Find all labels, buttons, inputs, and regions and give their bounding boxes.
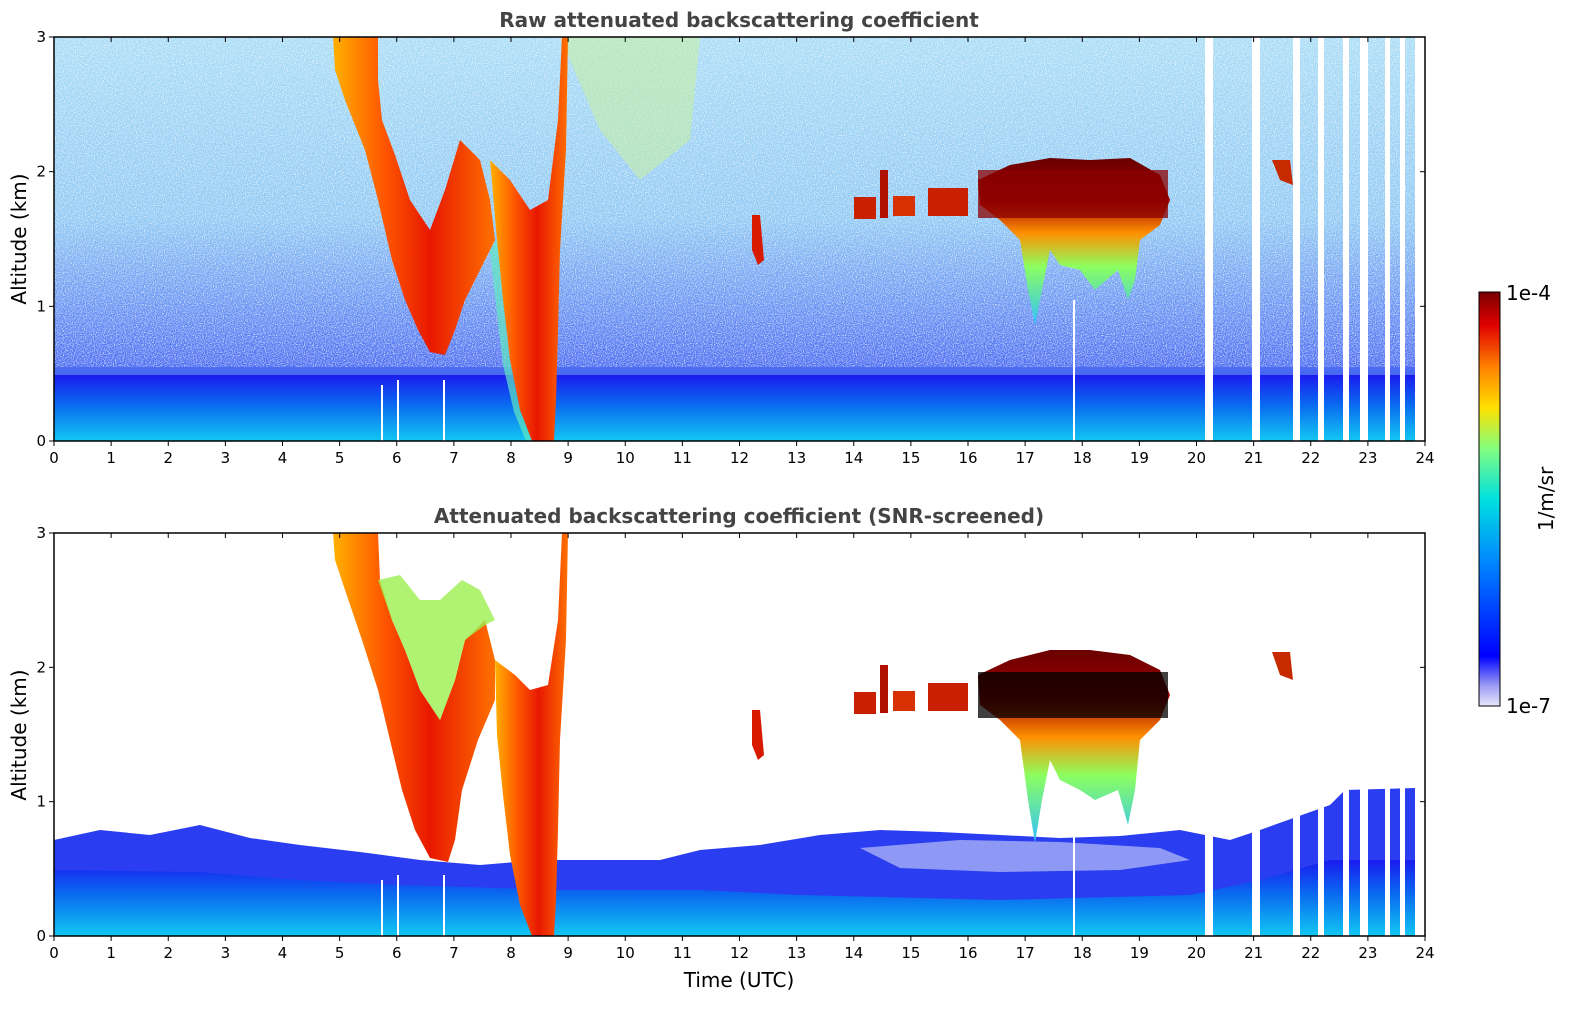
panel-raw-x-axis: 0 1 2 3 4 5 6 7 8 9 10 11 12 13 14 15 16 17 18 19 20 21 22 23 24 <box>49 37 1435 467</box>
y-tick-label: 2 <box>36 163 46 181</box>
x-tick-label: 12 <box>730 449 749 467</box>
colorbar-unit-label: 1/m/sr <box>1534 466 1558 531</box>
x-tick-label: 21 <box>1244 449 1263 467</box>
colorbar: 1e-4 1e-7 1/m/sr <box>1478 281 1558 718</box>
panel-raw-plot-area <box>54 37 1425 441</box>
colorbar-gradient <box>1478 291 1501 707</box>
panel-screened-title: Attenuated backscattering coefficient (S… <box>434 504 1044 528</box>
panel-raw-cloud-descending <box>490 37 568 441</box>
panel-raw-boundary-layer <box>54 375 1425 441</box>
x-tick-label: 5 <box>335 944 345 962</box>
x-tick-label: 19 <box>1130 944 1149 962</box>
panel-screened-ylabel: Altitude (km) <box>7 669 31 800</box>
y-tick-label: 1 <box>36 297 46 315</box>
x-tick-label: 13 <box>787 944 806 962</box>
panel-screened-cloud-21utc <box>1272 652 1293 680</box>
panel-raw-cloud-14-16utc <box>854 170 968 219</box>
x-tick-label: 16 <box>958 944 977 962</box>
x-tick-label: 6 <box>392 944 402 962</box>
x-tick-label: 24 <box>1415 944 1434 962</box>
panel-screened-cloud-12utc <box>752 710 764 760</box>
x-tick-label: 18 <box>1073 449 1092 467</box>
x-tick-label: 8 <box>506 449 516 467</box>
panel-screened-x-axis: 0 1 2 3 4 5 6 7 8 9 10 11 12 13 14 15 16 17 18 19 20 21 22 23 24 <box>49 533 1435 962</box>
panel-screened-cloud-afternoon <box>978 650 1170 843</box>
x-tick-label: 20 <box>1187 449 1206 467</box>
x-tick-label: 13 <box>787 449 806 467</box>
x-tick-label: 17 <box>1016 944 1035 962</box>
colorbar-max-label: 1e-4 <box>1506 281 1551 305</box>
x-tick-label: 15 <box>901 449 920 467</box>
x-tick-label: 20 <box>1187 944 1206 962</box>
x-tick-label: 1 <box>106 449 116 467</box>
x-tick-label: 17 <box>1016 449 1035 467</box>
x-tick-label: 7 <box>449 944 459 962</box>
x-tick-label: 0 <box>49 449 59 467</box>
x-tick-label: 21 <box>1244 944 1263 962</box>
x-tick-label: 8 <box>506 944 516 962</box>
x-tick-label: 22 <box>1301 944 1320 962</box>
x-tick-label: 14 <box>844 449 863 467</box>
panel-screened-plot-area <box>54 533 1425 936</box>
colorbar-min-label: 1e-7 <box>1506 694 1551 718</box>
panel-screened-cloud-descending <box>495 533 568 936</box>
panel-raw-cloud-morning <box>333 37 495 355</box>
y-tick-label: 0 <box>36 432 46 450</box>
x-tick-label: 7 <box>449 449 459 467</box>
panel-raw-y-axis: 0 1 2 3 <box>36 28 1425 450</box>
x-tick-label: 22 <box>1301 449 1320 467</box>
x-tick-label: 15 <box>901 944 920 962</box>
panel-screened-y-axis: 0 1 2 3 <box>36 524 1425 945</box>
x-tick-label: 3 <box>221 449 231 467</box>
panel-raw-noise <box>54 37 1425 367</box>
x-tick-label: 1 <box>106 944 116 962</box>
x-tick-label: 16 <box>958 449 977 467</box>
x-tick-label: 11 <box>673 944 692 962</box>
x-tick-label: 5 <box>335 449 345 467</box>
panel-raw-title: Raw attenuated backscattering coefficien… <box>499 8 979 32</box>
panel-screened-data-gaps <box>381 533 1425 936</box>
panel-raw-cloud-12utc <box>752 215 764 265</box>
panel-raw-cloud-edge <box>490 240 532 441</box>
panel-screened-boundary-layer-haze <box>860 840 1190 872</box>
x-tick-label: 3 <box>221 944 231 962</box>
x-tick-label: 0 <box>49 944 59 962</box>
x-tick-label: 9 <box>563 944 573 962</box>
panel-raw-ylabel: Altitude (km) <box>7 173 31 304</box>
x-tick-label: 9 <box>563 449 573 467</box>
panel-screened-cloud-14-16utc <box>854 665 968 714</box>
x-tick-label: 10 <box>616 449 635 467</box>
x-tick-label: 6 <box>392 449 402 467</box>
y-tick-label: 1 <box>36 793 46 811</box>
y-tick-label: 0 <box>36 927 46 945</box>
panel-screened-xlabel: Time (UTC) <box>683 968 795 992</box>
panel-raw-cloud-21utc <box>1272 160 1293 185</box>
panel-screened-cloud-morning <box>333 533 495 862</box>
x-tick-label: 23 <box>1358 944 1377 962</box>
x-tick-label: 11 <box>673 449 692 467</box>
x-tick-label: 4 <box>278 944 288 962</box>
y-tick-label: 3 <box>36 524 46 542</box>
x-tick-label: 19 <box>1130 449 1149 467</box>
panel-screened: Attenuated backscattering coefficient (S… <box>7 504 1435 992</box>
panel-raw-upper-haze <box>560 37 700 180</box>
y-tick-label: 3 <box>36 28 46 46</box>
panel-raw: Raw attenuated backscattering coefficien… <box>7 8 1435 467</box>
x-tick-label: 4 <box>278 449 288 467</box>
panel-screened-cloud-edge-morning <box>378 575 495 720</box>
panel-raw-cloud-afternoon <box>978 158 1170 325</box>
x-tick-label: 12 <box>730 944 749 962</box>
x-tick-label: 14 <box>844 944 863 962</box>
x-tick-label: 23 <box>1358 449 1377 467</box>
x-tick-label: 24 <box>1415 449 1434 467</box>
panel-raw-data-gaps <box>381 37 1425 441</box>
y-tick-label: 2 <box>36 658 46 676</box>
x-tick-label: 2 <box>163 449 173 467</box>
x-tick-label: 10 <box>616 944 635 962</box>
x-tick-label: 2 <box>163 944 173 962</box>
x-tick-label: 18 <box>1073 944 1092 962</box>
